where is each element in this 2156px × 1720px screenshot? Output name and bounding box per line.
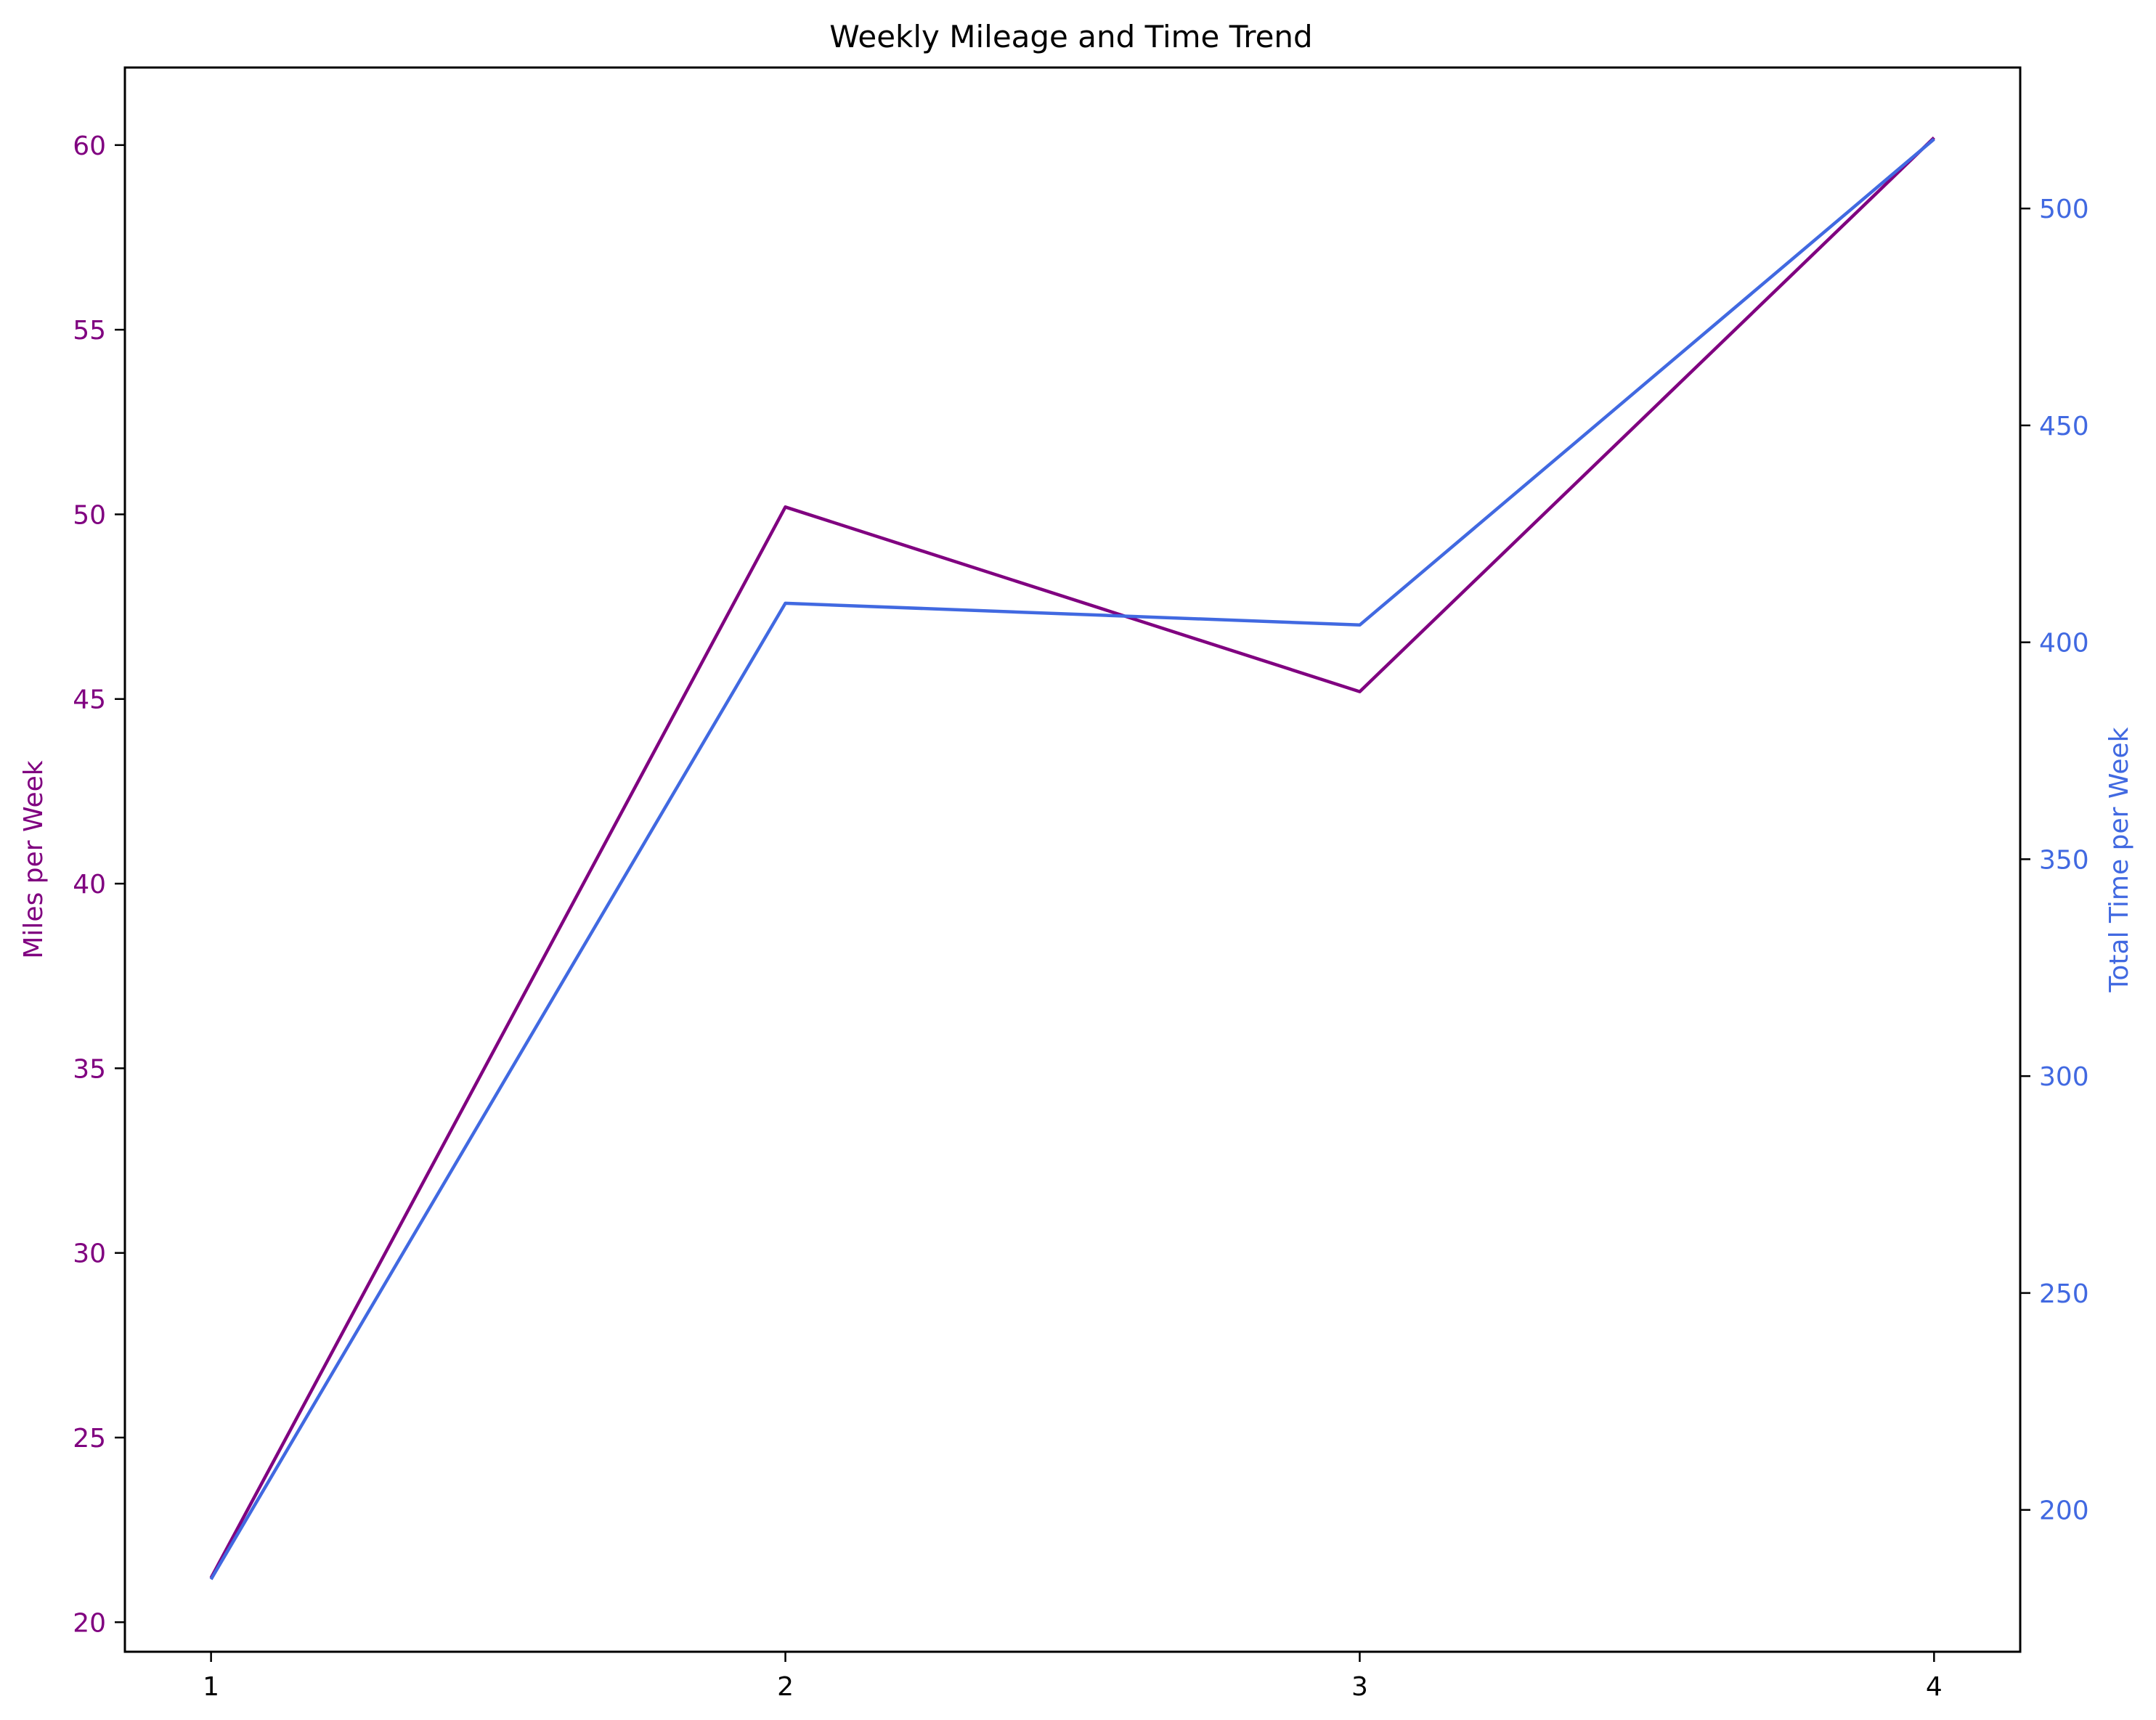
x-tick-label: 4 [1926,1672,1943,1702]
y-right-tick-label: 450 [2039,412,2089,441]
x-tick-label: 1 [203,1672,219,1702]
x-axis: 1 2 3 4 [203,1652,1943,1702]
chart-title: Weekly Mileage and Time Trend [829,19,1312,54]
y-axis-right-label: Total Time per Week [2104,727,2134,993]
y-right-tick-label: 400 [2039,629,2089,659]
y-left-tick-label: 30 [73,1239,106,1269]
y-left-tick-label: 20 [73,1608,106,1638]
y-right-tick-label: 500 [2039,195,2089,224]
y-right-tick-label: 350 [2039,845,2089,875]
series-line-time [209,137,1935,1581]
y-right-tick-label: 300 [2039,1062,2089,1092]
y-left-tick-label: 40 [73,870,106,900]
y-left-tick-label: 45 [73,685,106,715]
y-axis-right: 200 250 300 350 400 450 500 [2020,195,2089,1526]
y-left-tick-label: 25 [73,1424,106,1454]
y-left-tick-label: 60 [73,131,106,161]
y-right-tick-label: 200 [2039,1496,2089,1526]
y-axis-left: 20 25 30 35 40 45 50 55 60 [73,131,125,1638]
x-tick-label: 3 [1351,1672,1368,1702]
y-right-tick-label: 250 [2039,1279,2089,1309]
y-axis-left-label: Miles per Week [19,760,49,958]
y-left-tick-label: 55 [73,316,106,346]
y-left-tick-label: 35 [73,1054,106,1084]
series-layer [209,136,1935,1581]
y-left-tick-label: 50 [73,500,106,530]
x-tick-label: 2 [777,1672,794,1702]
series-line-miles [209,136,1935,1579]
